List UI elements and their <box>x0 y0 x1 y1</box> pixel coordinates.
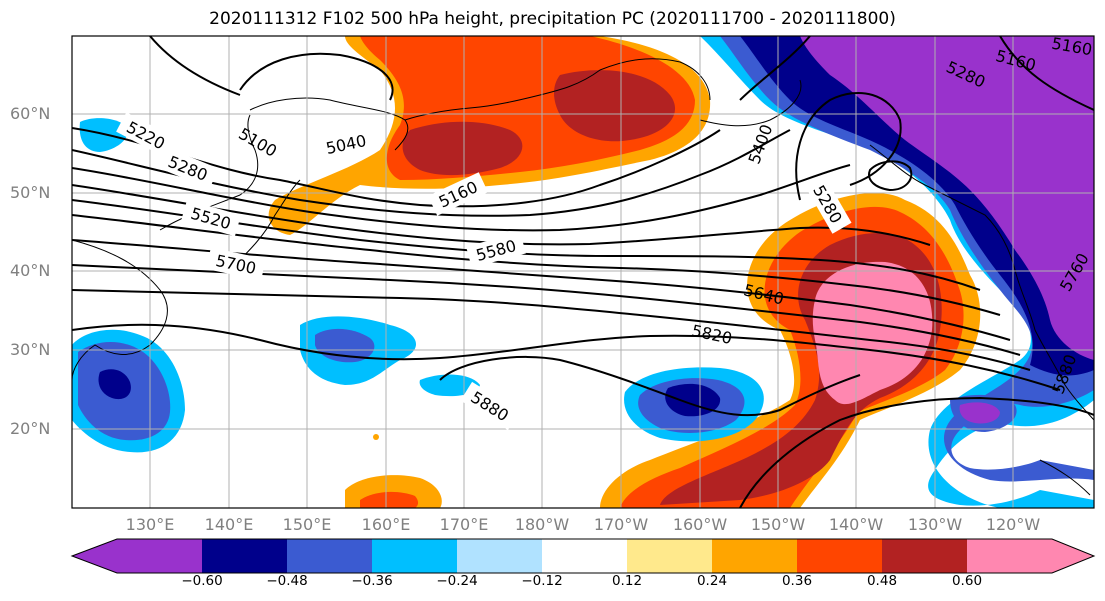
lon-label: 150°W <box>750 515 806 534</box>
colorbar-extend-high <box>1052 539 1094 573</box>
lon-label: 120°W <box>985 515 1041 534</box>
colorbar-bin <box>457 539 542 573</box>
lon-label: 130°W <box>907 515 963 534</box>
lat-label: 40°N <box>10 261 51 280</box>
colorbar-tick: −0.12 <box>521 573 563 589</box>
colorbar-bin <box>797 539 882 573</box>
lat-label: 30°N <box>10 340 51 359</box>
height-contours <box>72 36 1094 508</box>
coastlines <box>72 58 1094 496</box>
lon-label: 160°E <box>361 515 411 534</box>
colorbar-bin <box>542 539 627 573</box>
lat-label: 20°N <box>10 419 51 438</box>
colorbar-bin <box>287 539 372 573</box>
lon-label: 140°E <box>204 515 254 534</box>
lon-label: 160°W <box>672 515 728 534</box>
colorbar-tick: 0.60 <box>951 573 983 589</box>
lon-label: 170°E <box>439 515 489 534</box>
colorbar-bin <box>967 539 1052 573</box>
lon-label: 170°W <box>593 515 649 534</box>
colorbar-bin <box>627 539 712 573</box>
lat-label: 50°N <box>10 183 51 202</box>
lon-label: 150°E <box>282 515 332 534</box>
colorbar-bin <box>372 539 457 573</box>
colorbar-tick: 0.36 <box>781 573 813 589</box>
colorbar-tick: −0.48 <box>266 573 308 589</box>
colorbar <box>70 538 1096 574</box>
lon-label: 140°W <box>828 515 884 534</box>
colorbar-tick: −0.36 <box>351 573 393 589</box>
colorbar-tick: 0.24 <box>696 573 728 589</box>
colorbar-bin <box>202 539 287 573</box>
colorbar-bin <box>712 539 797 573</box>
colorbar-extend-low <box>72 539 117 573</box>
colorbar-bin <box>117 539 202 573</box>
colorbar-outline <box>70 538 1096 574</box>
colorbar-tick: −0.24 <box>436 573 478 589</box>
colorbar-bin <box>882 539 967 573</box>
colorbar-tick: −0.60 <box>181 573 223 589</box>
lon-label: 180°W <box>514 515 570 534</box>
map-frame <box>71 35 1095 509</box>
colorbar-tick: 0.48 <box>866 573 898 589</box>
lat-label: 60°N <box>10 104 51 123</box>
lon-label: 130°E <box>125 515 175 534</box>
colorbar-tick: 0.12 <box>611 573 643 589</box>
map-title: 2020111312 F102 500 hPa height, precipit… <box>209 9 896 29</box>
